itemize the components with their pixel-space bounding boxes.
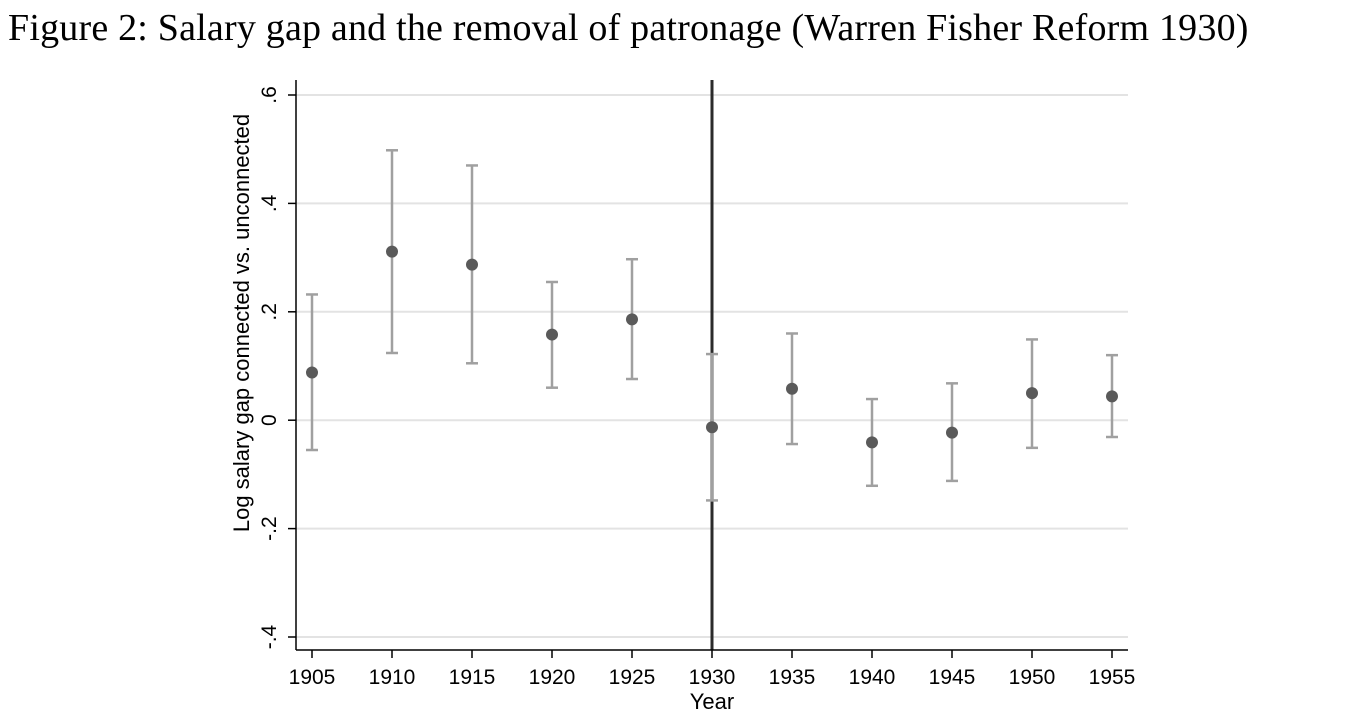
data-point — [386, 245, 398, 258]
x-tick-label: 1925 — [609, 666, 656, 689]
axes — [288, 80, 1128, 658]
x-tick-label: 1935 — [769, 666, 816, 689]
data-point — [546, 328, 558, 341]
x-tick-label: 1940 — [849, 666, 896, 689]
data-point — [1026, 387, 1038, 400]
x-tick-label: 1955 — [1089, 666, 1136, 689]
y-tick-label: -.2 — [258, 516, 281, 541]
data-point — [626, 313, 638, 326]
x-axis-label: Year — [690, 689, 734, 714]
x-tick-label: 1920 — [529, 666, 576, 689]
data-point — [786, 382, 798, 395]
y-tick-label: 0 — [258, 414, 281, 426]
data-point — [1106, 390, 1118, 403]
y-tick-label: .6 — [258, 86, 281, 104]
y-tick-label: .2 — [258, 303, 281, 321]
data-point — [466, 258, 478, 271]
data-point — [866, 436, 878, 449]
data-point — [306, 366, 318, 379]
x-tick-label: 1945 — [929, 666, 976, 689]
x-tick-label: 1930 — [689, 666, 736, 689]
y-tick-label: .4 — [258, 194, 281, 212]
data-point — [706, 421, 718, 434]
x-tick-label: 1910 — [369, 666, 416, 689]
y-tick-label: -.4 — [258, 624, 281, 649]
x-tick-label: 1950 — [1009, 666, 1056, 689]
tick-labels: -.4 -.2 0 .2 .4 .6 1905 1910 1915 1920 1925 1930 193… — [258, 86, 1135, 689]
x-tick-label: 1915 — [449, 666, 496, 689]
data-point — [946, 426, 958, 439]
x-tick-label: 1905 — [289, 666, 336, 689]
y-axis-label: Log salary gap connected vs. unconnected — [229, 114, 254, 532]
data-points — [306, 245, 1118, 449]
figure-title: Figure 2: Salary gap and the removal of … — [8, 7, 1249, 49]
